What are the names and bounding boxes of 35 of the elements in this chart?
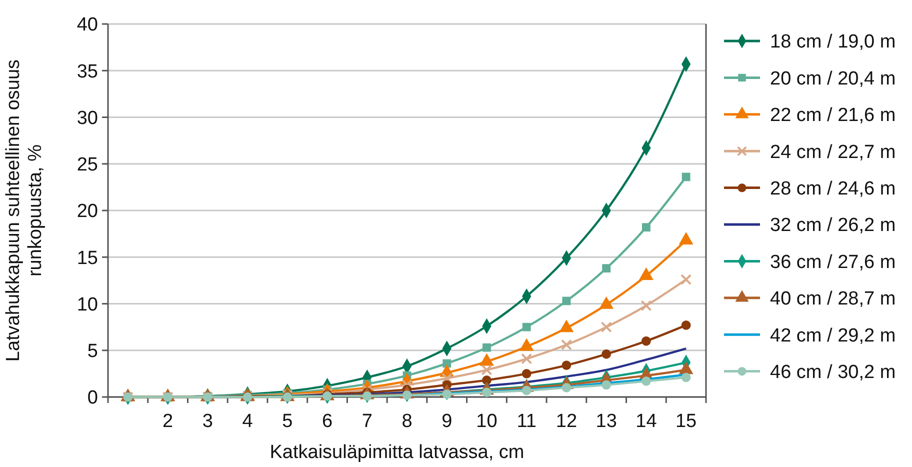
y-tick-label: 5 [87, 341, 98, 362]
x-tick-label: 4 [242, 411, 254, 432]
x-tick-label: 5 [282, 411, 293, 432]
x-tick-label: 14 [636, 411, 658, 432]
legend-label: 18 cm / 19,0 m [770, 32, 896, 53]
x-tick-label: 7 [362, 411, 372, 432]
x-axis-title: Katkaisuläpimitta latvassa, cm [270, 442, 524, 463]
legend-label: 40 cm / 28,7 m [770, 288, 896, 310]
y-tick-label: 25 [76, 154, 98, 176]
legend-label: 32 cm / 26,2 m [770, 215, 896, 236]
x-tick-label: 3 [202, 411, 213, 432]
y-axis-title: Latvahukkapuun suhteellinen osuus runkopuusta, % [3, 59, 46, 362]
x-tick-label: 2 [162, 411, 174, 432]
y-tick-label: 0 [87, 388, 98, 409]
x-tick-label: 13 [596, 411, 617, 432]
y-tick-label: 30 [76, 108, 98, 129]
legend-label: 36 cm / 27,6 m [770, 252, 896, 273]
x-tick-label: 6 [322, 411, 333, 432]
x-tick-label: 8 [402, 411, 412, 432]
x-tick-label: 9 [442, 411, 452, 432]
y-tick-label: 20 [76, 201, 98, 222]
x-tick-label: 15 [675, 411, 697, 432]
y-tick-label: 15 [76, 248, 98, 269]
y-tick-label: 10 [76, 294, 98, 316]
legend-label: 28 cm / 24,6 m [770, 178, 896, 200]
legend-label: 42 cm / 29,2 m [770, 325, 896, 346]
y-tick-label: 40 [76, 14, 98, 36]
y-tick-label: 35 [76, 61, 98, 82]
x-tick-label: 11 [516, 411, 536, 432]
legend-label: 22 cm / 21,6 m [770, 105, 896, 126]
legend-label: 46 cm / 30,2 m [770, 362, 896, 383]
legend-label: 24 cm / 22,7 m [770, 142, 896, 163]
legend-label: 20 cm / 20,4 m [770, 68, 896, 90]
x-tick-label: 10 [476, 411, 498, 432]
x-tick-label: 12 [556, 411, 578, 432]
